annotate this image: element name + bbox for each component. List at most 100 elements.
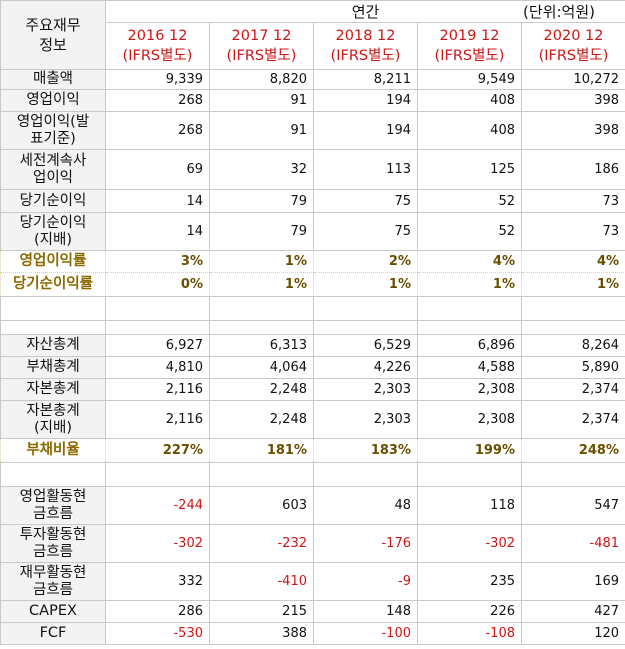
table-row: 세전계속사 업이익 69 32 113 125 186 bbox=[0, 149, 625, 190]
spacer-cell bbox=[209, 296, 314, 321]
spacer-cell bbox=[417, 296, 522, 321]
year-label: 2019 12 bbox=[439, 28, 500, 44]
table-cell: 4% bbox=[520, 250, 625, 273]
year-label: 2016 12 bbox=[127, 28, 188, 44]
table-cell: -302 bbox=[417, 524, 522, 563]
table-cell: 2,308 bbox=[417, 400, 522, 439]
table-cell: 79 bbox=[209, 212, 314, 251]
spacer-cell bbox=[105, 296, 210, 321]
table-row: 영업이익률 3% 1% 2% 4% 4% bbox=[0, 250, 625, 273]
basis-label: (IFRS별도) bbox=[538, 48, 609, 64]
table-cell: 4,064 bbox=[209, 356, 314, 379]
table-cell: 2,116 bbox=[105, 378, 210, 401]
spacer-cell bbox=[105, 462, 210, 487]
table-cell: 8,264 bbox=[520, 334, 625, 357]
table-cell: 148 bbox=[313, 600, 418, 623]
table-cell: 0% bbox=[105, 272, 210, 297]
table-cell: 2% bbox=[313, 250, 418, 273]
table-cell: 8,211 bbox=[313, 69, 418, 90]
spacer-cell bbox=[313, 296, 418, 321]
table-cell: -9 bbox=[313, 562, 418, 601]
table-row: 투자활동현 금흐름 -302 -232 -176 -302 -481 bbox=[0, 524, 625, 563]
row-label: 당기순이익 (지배) bbox=[0, 212, 106, 251]
row-label: 투자활동현 금흐름 bbox=[0, 524, 106, 563]
table-cell: 113 bbox=[313, 149, 418, 190]
table-cell: -530 bbox=[105, 622, 210, 645]
year-header: 2017 12 (IFRS별도) bbox=[209, 22, 314, 70]
table-cell: 286 bbox=[105, 600, 210, 623]
corner-label: 주요재무 정보 bbox=[25, 16, 81, 54]
table-cell: 118 bbox=[417, 486, 522, 525]
unit-label: (단위:억원) bbox=[523, 3, 596, 21]
table-cell: 73 bbox=[520, 189, 625, 213]
table-cell: 1% bbox=[209, 272, 314, 297]
table-cell: 2,248 bbox=[209, 378, 314, 401]
table-cell: 408 bbox=[417, 111, 522, 150]
table-cell: 120 bbox=[520, 622, 625, 645]
table-cell: 1% bbox=[313, 272, 418, 297]
table-cell: -108 bbox=[417, 622, 522, 645]
spacer-cell bbox=[313, 320, 418, 335]
spacer-row bbox=[0, 296, 625, 321]
row-label: 영업이익(발 표기준) bbox=[0, 111, 106, 150]
table-cell: 388 bbox=[209, 622, 314, 645]
row-label: 자본총계 (지배) bbox=[0, 400, 106, 439]
table-cell: -410 bbox=[209, 562, 314, 601]
table-cell: 227% bbox=[105, 438, 210, 463]
table-cell: 4,226 bbox=[313, 356, 418, 379]
row-label: 당기순이익률 bbox=[0, 272, 106, 297]
table-cell: 268 bbox=[105, 89, 210, 112]
table-cell: 398 bbox=[520, 111, 625, 150]
row-label: 영업이익 bbox=[0, 89, 106, 112]
table-cell: 10,272 bbox=[520, 69, 625, 90]
basis-label: (IFRS별도) bbox=[434, 48, 505, 64]
table-cell: -100 bbox=[313, 622, 418, 645]
table-row: 당기순이익률 0% 1% 1% 1% 1% bbox=[0, 272, 625, 297]
table-cell: 181% bbox=[209, 438, 314, 463]
table-row: CAPEX 286 215 148 226 427 bbox=[0, 600, 625, 623]
table-cell: 2,374 bbox=[520, 378, 625, 401]
table-cell: 6,896 bbox=[417, 334, 522, 357]
table-row: 자산총계 6,927 6,313 6,529 6,896 8,264 bbox=[0, 334, 625, 357]
table-cell: 332 bbox=[105, 562, 210, 601]
row-label: 영업이익률 bbox=[0, 250, 106, 273]
table-cell: 215 bbox=[209, 600, 314, 623]
table-cell: -244 bbox=[105, 486, 210, 525]
table-cell: 1% bbox=[417, 272, 522, 297]
table-row: 자본총계 2,116 2,248 2,303 2,308 2,374 bbox=[0, 378, 625, 401]
table-row: 매출액 9,339 8,820 8,211 9,549 10,272 bbox=[0, 69, 625, 90]
table-cell: 91 bbox=[209, 111, 314, 150]
row-label: 부채비율 bbox=[0, 438, 106, 463]
table-cell: 2,374 bbox=[520, 400, 625, 439]
table-cell: 427 bbox=[520, 600, 625, 623]
spacer-cell bbox=[520, 296, 625, 321]
row-label: 영업활동현 금흐름 bbox=[0, 486, 106, 525]
table-cell: 194 bbox=[313, 89, 418, 112]
table-cell: 603 bbox=[209, 486, 314, 525]
table-cell: 186 bbox=[520, 149, 625, 190]
table-cell: 194 bbox=[313, 111, 418, 150]
table-cell: 79 bbox=[209, 189, 314, 213]
basis-label: (IFRS별도) bbox=[226, 48, 297, 64]
year-header: 2018 12 (IFRS별도) bbox=[313, 22, 418, 70]
table-row: 부채총계 4,810 4,064 4,226 4,588 5,890 bbox=[0, 356, 625, 379]
table-cell: 6,927 bbox=[105, 334, 210, 357]
table-cell: 169 bbox=[520, 562, 625, 601]
table-cell: 14 bbox=[105, 212, 210, 251]
spacer-cell bbox=[209, 462, 314, 487]
table-cell: 125 bbox=[417, 149, 522, 190]
table-cell: 4,810 bbox=[105, 356, 210, 379]
row-label: 세전계속사 업이익 bbox=[0, 149, 106, 190]
table-cell: -481 bbox=[520, 524, 625, 563]
table-cell: 5,890 bbox=[520, 356, 625, 379]
table-row: 당기순이익 14 79 75 52 73 bbox=[0, 189, 625, 213]
table-cell: -302 bbox=[105, 524, 210, 563]
table-cell: 91 bbox=[209, 89, 314, 112]
spacer-cell bbox=[520, 462, 625, 487]
table-cell: 3% bbox=[105, 250, 210, 273]
table-cell: 547 bbox=[520, 486, 625, 525]
spacer-cell bbox=[209, 320, 314, 335]
spacer-row bbox=[0, 462, 625, 487]
row-label: 재무활동현 금흐름 bbox=[0, 562, 106, 601]
basis-label: (IFRS별도) bbox=[330, 48, 401, 64]
